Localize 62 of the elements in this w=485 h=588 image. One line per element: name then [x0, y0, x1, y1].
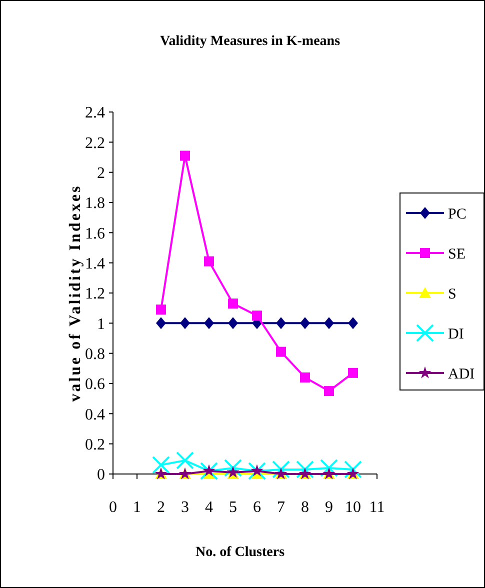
legend-label: PC — [448, 206, 466, 222]
x-tick-label: 8 — [301, 499, 309, 516]
point — [176, 451, 194, 470]
y-tick-label: 1.2 — [85, 286, 105, 303]
point — [348, 317, 358, 330]
y-tick-label: 2.4 — [85, 104, 105, 122]
point — [226, 466, 240, 478]
legend-label: S — [448, 286, 456, 302]
legend-label: SE — [448, 246, 466, 262]
x-tick-label: 11 — [369, 499, 385, 516]
point — [200, 462, 218, 480]
legend-label: DI — [448, 326, 464, 342]
y-tick-label: 2.2 — [85, 134, 105, 152]
point — [324, 317, 334, 330]
point — [156, 304, 166, 315]
point — [272, 460, 290, 478]
point — [344, 460, 362, 478]
point — [156, 317, 166, 330]
y-tick-label: 1.6 — [85, 225, 105, 242]
point — [228, 298, 238, 309]
point — [180, 150, 190, 161]
x-tick-label: 3 — [181, 499, 189, 516]
point — [204, 256, 214, 266]
x-axis-title: No. of Clusters — [195, 545, 286, 560]
y-tick-label: 2 — [97, 164, 105, 182]
point — [250, 464, 264, 476]
y-tick-label: 0 — [97, 466, 105, 484]
x-tick-label: 5 — [229, 499, 237, 516]
x-tick-label: 4 — [205, 499, 213, 516]
x-tick-label: 2 — [157, 499, 165, 516]
x-tick-label: 7 — [277, 499, 285, 516]
point — [276, 346, 286, 357]
point — [300, 317, 310, 330]
y-tick-label: 0.2 — [85, 436, 105, 454]
point — [348, 368, 358, 378]
x-tick-label: 9 — [325, 499, 333, 516]
y-axis-title: value of Validity Indexes — [67, 184, 84, 402]
x-tick-label: 0 — [109, 499, 117, 516]
point — [228, 317, 238, 330]
point — [252, 310, 262, 321]
y-tick-label: 0.4 — [85, 406, 105, 424]
legend-label: ADI — [448, 366, 475, 382]
point — [152, 456, 170, 474]
y-tick-label: 1 — [97, 316, 105, 333]
y-tick-label: 0.8 — [85, 346, 105, 363]
y-tick-label: 0.6 — [85, 376, 105, 394]
y-tick-label: 1.4 — [85, 255, 105, 272]
x-tick-label: 6 — [253, 499, 261, 516]
point — [204, 317, 214, 330]
x-tick-label: 1 — [133, 499, 141, 516]
point — [202, 464, 216, 476]
x-tick-label: 10 — [345, 499, 361, 516]
point — [320, 458, 338, 477]
point — [180, 317, 190, 330]
chart-title: Validity Measures in K-means — [160, 34, 341, 49]
point — [324, 386, 334, 396]
point — [276, 317, 286, 330]
point — [248, 462, 266, 480]
y-tick-label: 1.8 — [85, 195, 105, 212]
point — [224, 458, 242, 477]
point — [300, 372, 310, 382]
point — [296, 460, 314, 478]
